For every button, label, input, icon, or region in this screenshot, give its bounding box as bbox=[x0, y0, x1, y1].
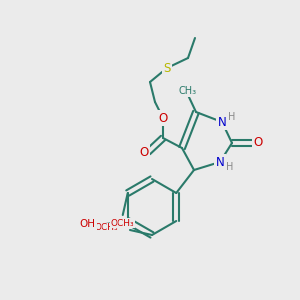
Text: O: O bbox=[158, 112, 168, 124]
Text: OH: OH bbox=[80, 219, 96, 229]
Text: N: N bbox=[216, 155, 224, 169]
Text: CH₃: CH₃ bbox=[179, 86, 197, 96]
Text: S: S bbox=[163, 61, 171, 74]
Text: N: N bbox=[218, 116, 226, 128]
Text: H: H bbox=[226, 162, 234, 172]
Text: OCH₃: OCH₃ bbox=[94, 224, 118, 232]
Text: OCH₃: OCH₃ bbox=[111, 218, 135, 227]
Text: O: O bbox=[140, 146, 148, 158]
Text: H: H bbox=[228, 112, 236, 122]
Text: O: O bbox=[254, 136, 262, 149]
